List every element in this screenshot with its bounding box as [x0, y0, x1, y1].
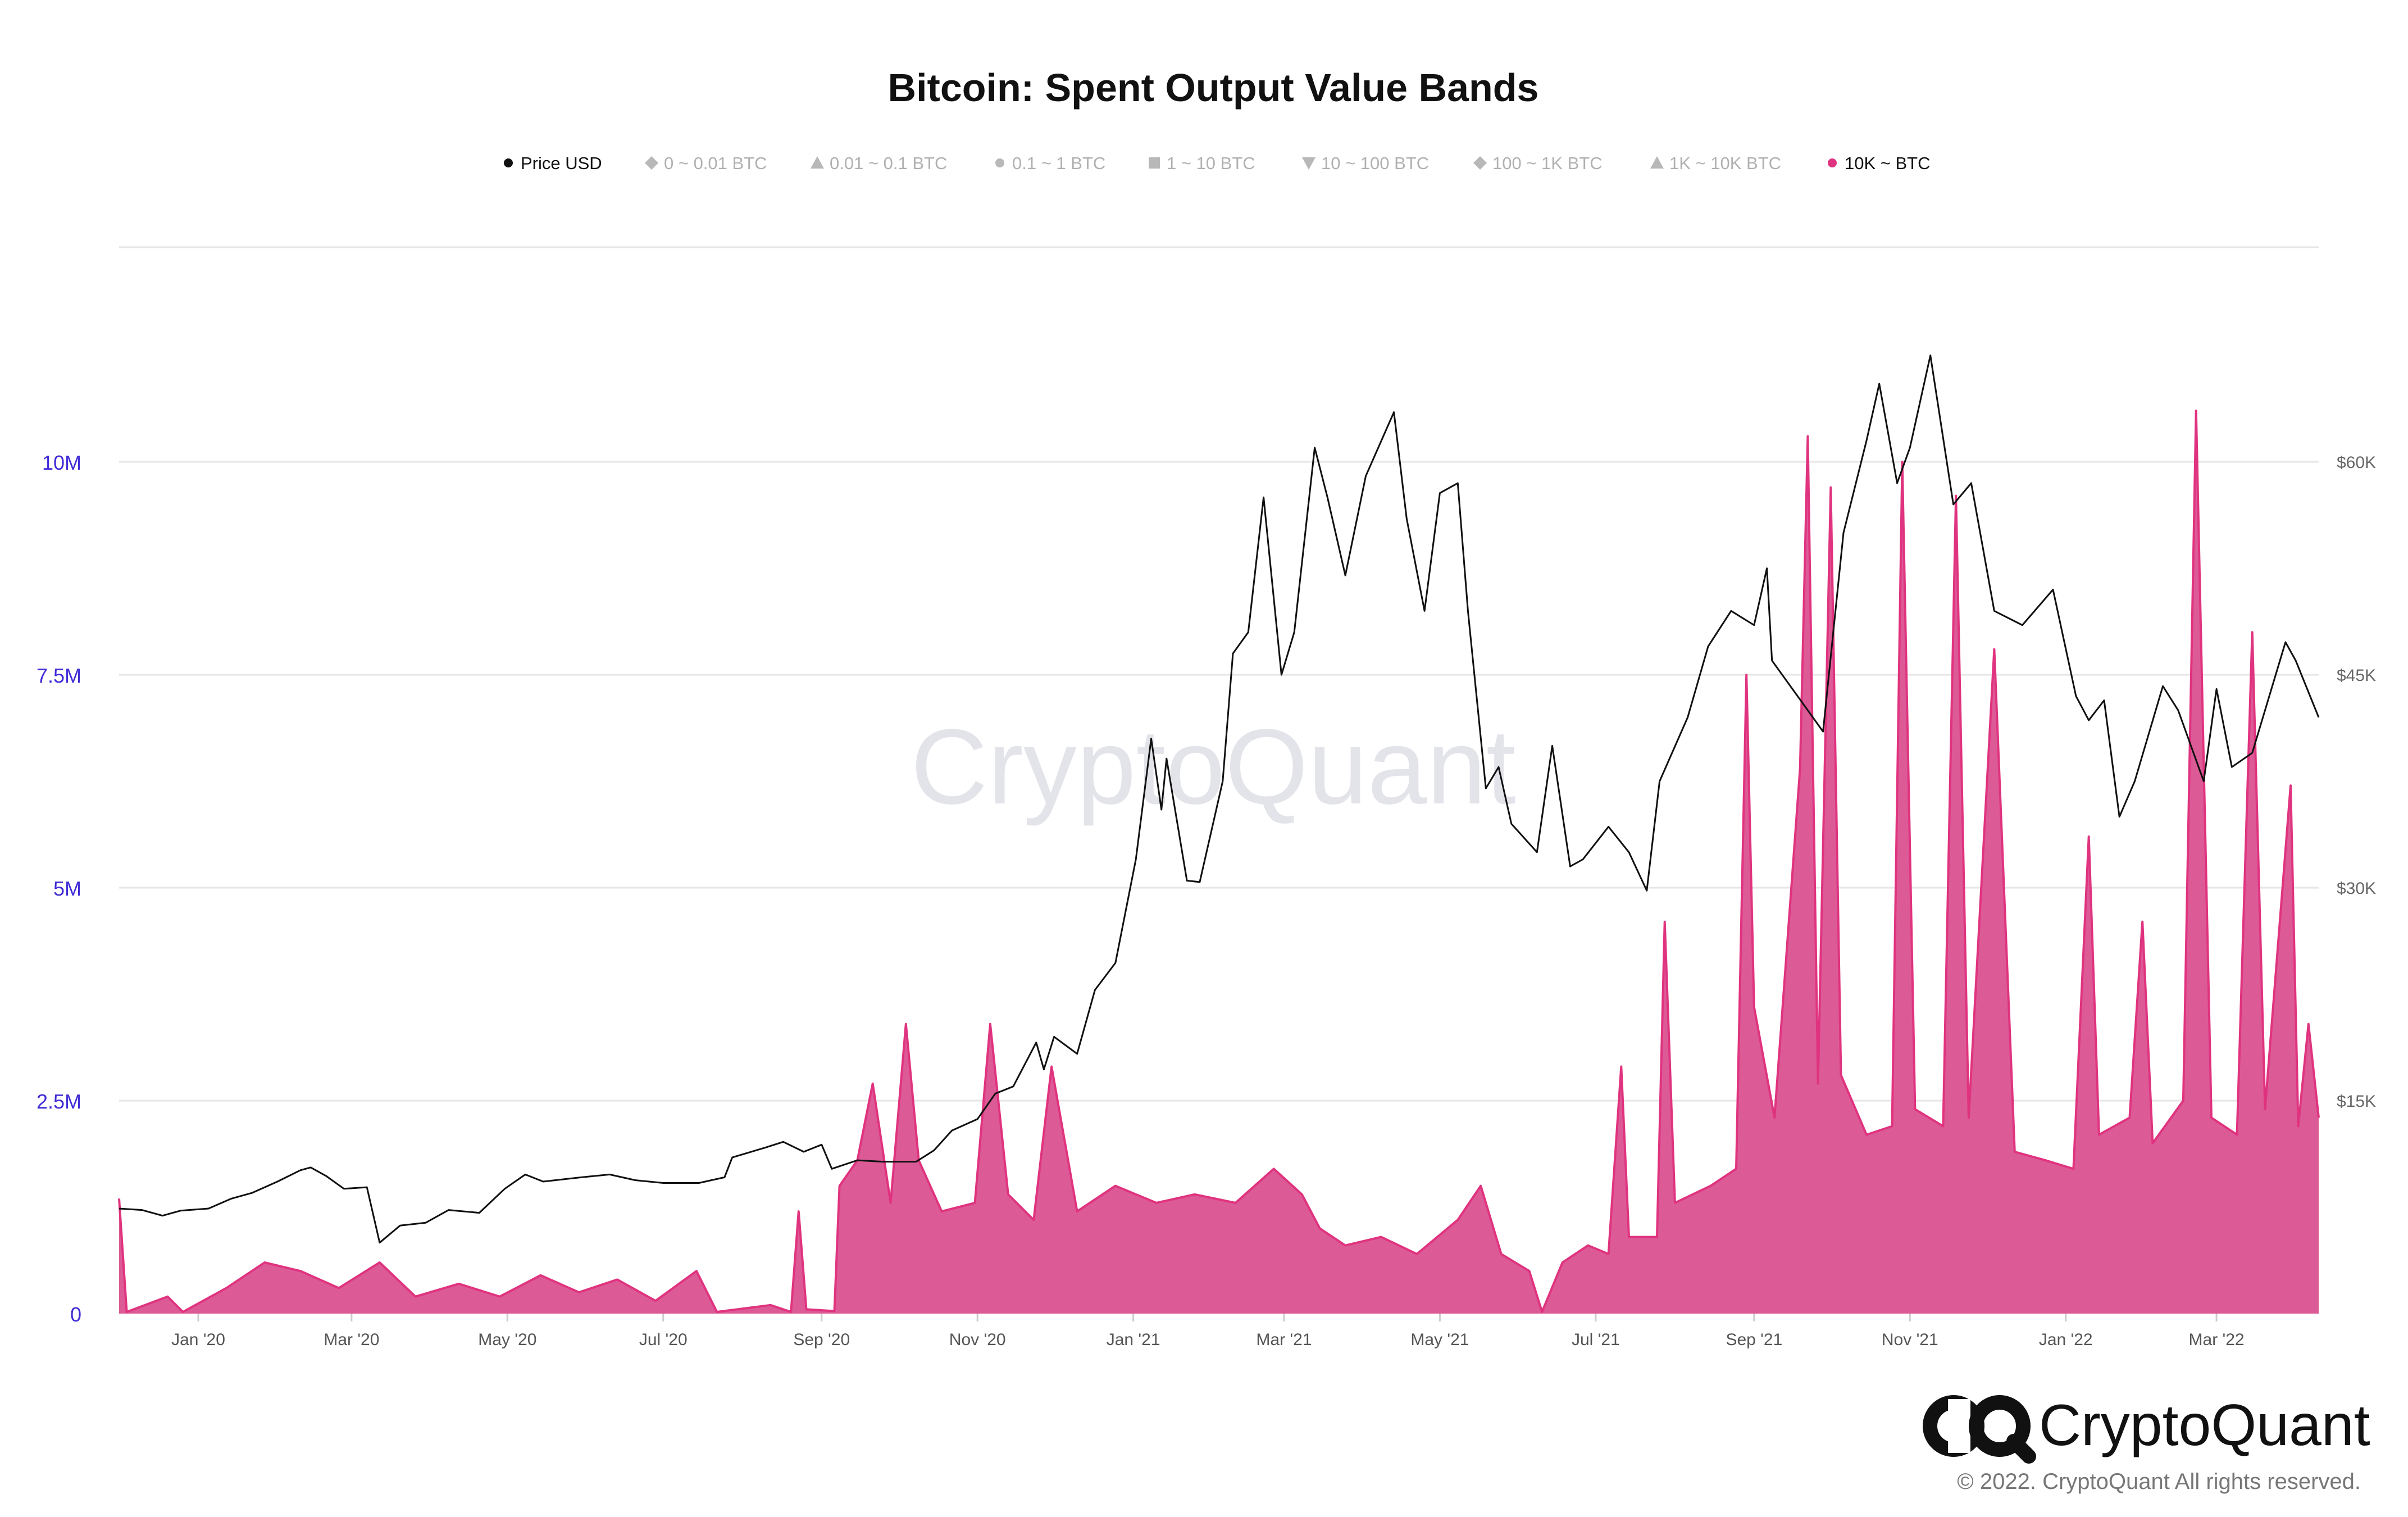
logo-text: CryptoQuant	[2039, 1393, 2370, 1458]
legend-marker-icon	[504, 158, 513, 167]
y-right-tick-label: $60K	[2337, 453, 2376, 472]
x-tick-label: Jan '20	[171, 1330, 225, 1349]
cryptoquant-logo-icon	[1923, 1395, 2036, 1464]
legend-label: 10 ~ 100 BTC	[1321, 153, 1429, 173]
y-right-tick-label: $15K	[2337, 1092, 2376, 1111]
legend-marker-icon	[1650, 156, 1664, 169]
legend-item[interactable]: Price USD	[504, 153, 602, 173]
band-line-10k-btc	[118, 410, 2320, 1313]
watermark: CryptoQuant	[911, 707, 1515, 826]
copyright-text: © 2022. CryptoQuant All rights reserved.	[1957, 1469, 2361, 1494]
legend-item[interactable]: 0 ~ 0.01 BTC	[645, 153, 767, 173]
x-tick-label: Sep '20	[793, 1330, 850, 1349]
legend-marker-icon	[1149, 157, 1160, 169]
y-axis-left: 0 2.5M 5M 7.5M 10M	[37, 451, 81, 1326]
band-series-10k-btc	[118, 410, 2320, 1314]
legend-label: 1 ~ 10 BTC	[1167, 153, 1255, 173]
legend-label: 0 ~ 0.01 BTC	[664, 153, 767, 173]
legend-marker-icon	[1473, 156, 1487, 170]
y-left-tick-label: 10M	[42, 451, 81, 474]
legend-item[interactable]: 0.01 ~ 0.1 BTC	[811, 153, 947, 173]
y-right-tick-label: $45K	[2337, 666, 2376, 685]
y-left-tick-label: 5M	[53, 877, 81, 900]
legend-label: 0.1 ~ 1 BTC	[1012, 153, 1105, 173]
legend-item[interactable]: 10 ~ 100 BTC	[1302, 153, 1429, 173]
x-tick-label: Nov '21	[1882, 1330, 1938, 1349]
x-tick-label: Mar '22	[2189, 1330, 2245, 1349]
x-tick-label: Nov '20	[949, 1330, 1006, 1349]
price-line	[119, 355, 2320, 1244]
legend-label: 100 ~ 1K BTC	[1492, 153, 1603, 173]
legend-item[interactable]: 1K ~ 10K BTC	[1650, 153, 1781, 173]
legend: Price USD 0 ~ 0.01 BTC 0.01 ~ 0.1 BTC 0.1 ~…	[504, 153, 1931, 173]
legend-marker-icon	[811, 156, 824, 169]
x-tick-label: Mar '20	[324, 1330, 379, 1349]
x-tick-label: Jul '21	[1572, 1330, 1620, 1349]
x-tick-label: Mar '21	[1256, 1330, 1312, 1349]
legend-marker-icon	[645, 156, 658, 170]
legend-item[interactable]: 10K ~ BTC	[1828, 153, 1931, 173]
x-axis: Jan '20 Mar '20 May '20 Jul '20 Sep '20 Nov '…	[171, 1314, 2245, 1349]
brand-logo: CryptoQuant © 2022. CryptoQuant All righ…	[1923, 1393, 2370, 1494]
x-tick-label: Jan '21	[1107, 1330, 1160, 1349]
legend-marker-icon	[1828, 158, 1837, 167]
x-tick-label: May '21	[1410, 1330, 1469, 1349]
x-tick-label: Jan '22	[2039, 1330, 2093, 1349]
chart-title: Bitcoin: Spent Output Value Bands	[888, 66, 1539, 110]
legend-item[interactable]: 100 ~ 1K BTC	[1473, 153, 1603, 173]
y-axis-right: $15K $30K $45K $60K	[2337, 453, 2376, 1111]
legend-marker-icon	[1302, 157, 1315, 170]
legend-label: 10K ~ BTC	[1845, 153, 1931, 173]
legend-label: 1K ~ 10K BTC	[1669, 153, 1781, 173]
y-left-tick-label: 0	[70, 1303, 81, 1326]
legend-label: 0.01 ~ 0.1 BTC	[830, 153, 947, 173]
x-tick-label: May '20	[478, 1330, 536, 1349]
legend-marker-icon	[995, 158, 1004, 167]
legend-item[interactable]: 0.1 ~ 1 BTC	[995, 153, 1105, 173]
x-tick-label: Sep '21	[1726, 1330, 1782, 1349]
legend-label: Price USD	[521, 153, 602, 173]
x-tick-label: Jul '20	[639, 1330, 688, 1349]
y-left-tick-label: 2.5M	[37, 1090, 81, 1113]
watermark-text: CryptoQuant	[911, 707, 1515, 826]
y-left-tick-label: 7.5M	[37, 664, 81, 687]
legend-item[interactable]: 1 ~ 10 BTC	[1149, 153, 1255, 173]
y-right-tick-label: $30K	[2337, 879, 2376, 898]
